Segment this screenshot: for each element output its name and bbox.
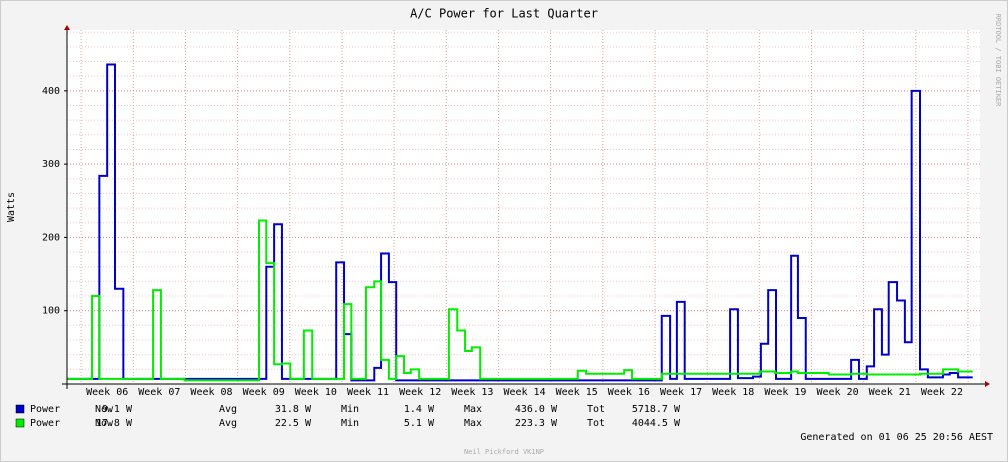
watermark: RRDTOOL / TOBI OETIKER (994, 14, 1002, 108)
x-tick-label: Week 19 (764, 387, 806, 398)
author-note: Neil Pickford VK1NP (464, 448, 544, 456)
x-tick-label: Week 10 (295, 387, 337, 398)
stat-value: 223.3 W (515, 418, 558, 429)
stat-value: 5718.7 W (632, 404, 681, 415)
x-axis-arrow (985, 381, 990, 387)
stat-label: Tot (587, 404, 605, 415)
legend-swatch (15, 404, 25, 414)
x-tick-label: Week 14 (503, 387, 545, 398)
x-tick-label: Week 17 (660, 387, 702, 398)
x-tick-label: Week 07 (138, 387, 180, 398)
x-tick-label: Week 21 (869, 387, 911, 398)
stat-label: Max (464, 404, 482, 415)
x-tick-label: Week 08 (190, 387, 232, 398)
axes (62, 25, 990, 389)
x-tick-label: Week 16 (608, 387, 650, 398)
stat-value: 436.0 W (515, 404, 558, 415)
y-tick-label: 200 (42, 232, 60, 243)
stat-value: 9.1 W (102, 404, 133, 415)
stat-label: Now (95, 404, 114, 415)
series-line (67, 219, 973, 382)
stat-value: 1.4 W (404, 404, 435, 415)
stat-label: Min (341, 404, 359, 415)
legend-swatch (15, 418, 25, 428)
series-line (67, 63, 973, 382)
marks (67, 63, 973, 382)
stat-value: 22.5 W (275, 418, 312, 429)
x-tick-label: Week 12 (399, 387, 441, 398)
y-tick-label: 100 (42, 306, 60, 317)
x-tick-label: Week 22 (921, 387, 963, 398)
chart-title: A/C Power for Last Quarter (410, 7, 598, 21)
x-tick-label: Week 15 (556, 387, 598, 398)
x-tick-label: Week 09 (243, 387, 285, 398)
stat-label: Min (341, 418, 359, 429)
x-tick-label: Week 13 (451, 387, 493, 398)
x-tick-label: Week 11 (347, 387, 389, 398)
stat-value: 4044.5 W (632, 418, 681, 429)
stat-label: Avg (219, 418, 237, 429)
stat-label: Max (464, 418, 482, 429)
stat-value: 31.8 W (275, 404, 312, 415)
plot-area (67, 30, 980, 384)
stat-label: Tot (587, 418, 605, 429)
legend-label: Power (30, 418, 60, 429)
stat-label: Now (95, 418, 114, 429)
y-tick-label: 300 (42, 159, 60, 170)
grid: 100 200 300 400 Week 06 Week 07 Week 08 Week 09… (42, 30, 980, 398)
y-tick-label: 400 (42, 86, 60, 97)
y-axis-label: Watts (6, 192, 17, 222)
generated-note: Generated on 01 06 25 20:56 AEST (800, 432, 993, 443)
stat-label: Avg (219, 404, 237, 415)
x-tick-label: Week 18 (712, 387, 754, 398)
stat-value: 17.8 W (96, 418, 133, 429)
x-tick-label: Week 06 (86, 387, 128, 398)
legend-label: Power (30, 404, 60, 415)
y-axis-arrow (64, 25, 70, 30)
stat-value: 5.1 W (404, 418, 435, 429)
x-tick-label: Week 20 (816, 387, 858, 398)
